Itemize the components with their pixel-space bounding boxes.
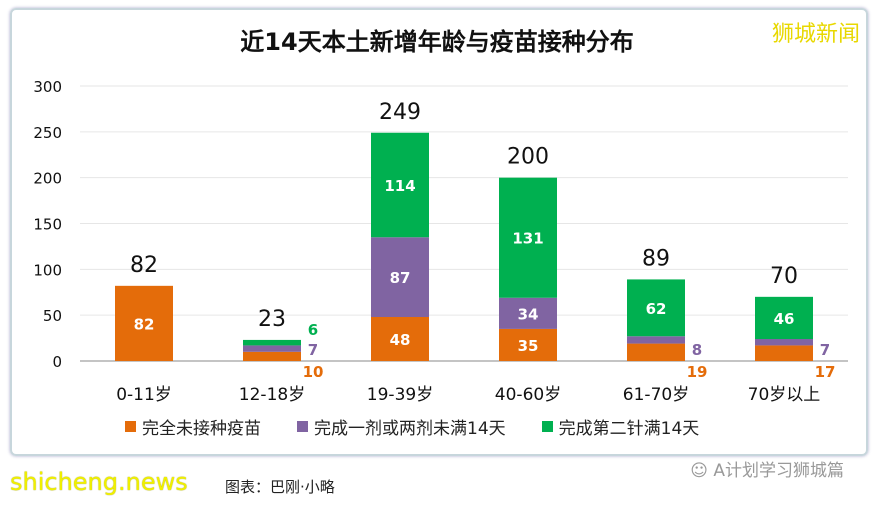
data-label: 19	[687, 363, 708, 381]
bar-segment	[243, 345, 301, 352]
wechat-name: A计划学习狮城篇	[713, 461, 844, 481]
y-tick-label: 150	[33, 216, 62, 234]
legend-item: 完成一剂或两剂未满14天	[297, 414, 506, 439]
x-tick-label: 40-60岁	[495, 385, 561, 405]
bar-segment	[499, 297, 557, 329]
data-label: 17	[815, 363, 836, 381]
y-tick-label: 0	[52, 353, 62, 371]
legend-label: 完全未接种疫苗	[142, 419, 261, 439]
total-label: 200	[507, 145, 549, 170]
data-label: 10	[303, 363, 324, 381]
legend-swatch	[541, 421, 553, 432]
bar-segment	[371, 132, 429, 238]
bar-segment	[499, 328, 557, 361]
y-tick-label: 300	[33, 78, 62, 96]
data-label: 131	[512, 230, 543, 248]
total-label: 70	[770, 264, 798, 289]
data-label: 114	[384, 177, 415, 195]
data-label: 35	[518, 337, 539, 355]
bar-segment	[627, 336, 685, 344]
legend-swatch	[297, 421, 308, 432]
bar-segment	[755, 345, 813, 361]
data-label: 48	[390, 331, 411, 349]
bar-segment	[243, 339, 301, 346]
legend-item: 完成第二针满14天	[541, 414, 700, 439]
bar-segment	[243, 351, 301, 361]
y-tick-label: 250	[33, 124, 62, 142]
data-label: 7	[308, 341, 318, 359]
bar-segment	[499, 177, 557, 298]
legend-swatch	[125, 421, 136, 432]
x-tick-label: 12-18岁	[239, 385, 305, 405]
wechat-icon: ☺	[690, 461, 714, 481]
bar-segment	[371, 317, 429, 361]
x-tick-label: 61-70岁	[623, 385, 689, 405]
data-label: 87	[390, 269, 411, 287]
caption: 图表：巴刚·小略	[225, 478, 335, 496]
bar-segment	[371, 237, 429, 317]
chart-frame	[10, 8, 868, 456]
data-label: 46	[774, 310, 795, 328]
x-tick-label: 0-11岁	[116, 385, 172, 405]
x-tick-label: 19-39岁	[367, 385, 433, 405]
total-label: 23	[258, 307, 286, 332]
y-tick-label: 50	[43, 307, 62, 325]
y-tick-label: 100	[33, 261, 62, 279]
bar-segment	[627, 279, 685, 337]
y-tick-label: 200	[33, 170, 62, 188]
brand-logo: 狮城新闻	[771, 22, 860, 47]
data-label: 6	[308, 321, 318, 339]
legend-item: 完全未接种疫苗	[125, 414, 261, 439]
data-label: 34	[518, 305, 539, 323]
chart-title: 近14天本土新增年龄与疫苗接种分布	[240, 28, 634, 56]
watermark: shicheng.news	[10, 468, 188, 496]
bar-segment	[755, 339, 813, 346]
bar-segment	[755, 296, 813, 339]
data-label: 7	[820, 341, 830, 359]
data-label: 8	[692, 341, 702, 359]
total-label: 249	[379, 100, 421, 125]
bar-segment	[115, 285, 173, 361]
data-label: 82	[134, 315, 155, 333]
wechat-account: ☺ A计划学习狮城篇	[690, 456, 844, 481]
legend-label: 完成一剂或两剂未满14天	[314, 419, 506, 439]
legend-label: 完成第二针满14天	[558, 419, 700, 439]
data-label: 62	[646, 300, 667, 318]
total-label: 89	[642, 246, 670, 271]
x-tick-label: 70岁以上	[748, 385, 821, 405]
bar-segment	[627, 343, 685, 361]
legend: 完全未接种疫苗 完成一剂或两剂未满14天 完成第二针满14天	[125, 414, 699, 439]
total-label: 82	[130, 253, 158, 278]
